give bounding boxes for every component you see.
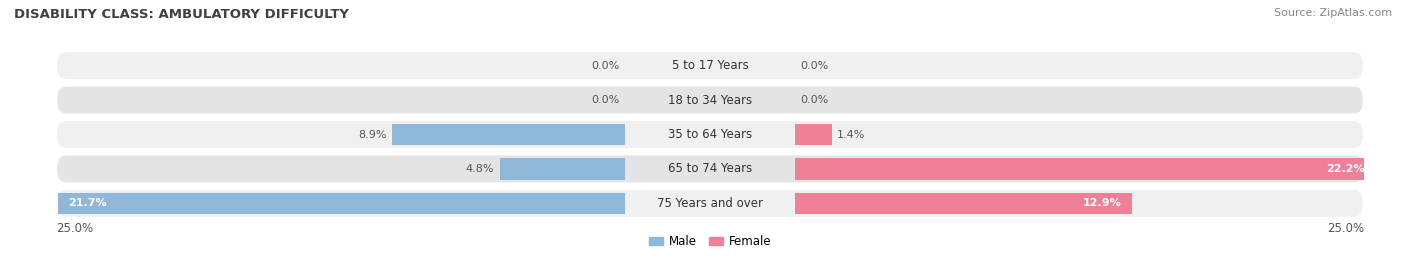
Text: 0.0%: 0.0%	[800, 95, 828, 105]
Text: 22.2%: 22.2%	[1326, 164, 1365, 174]
FancyBboxPatch shape	[56, 189, 1364, 218]
Text: 0.0%: 0.0%	[592, 95, 620, 105]
Text: DISABILITY CLASS: AMBULATORY DIFFICULTY: DISABILITY CLASS: AMBULATORY DIFFICULTY	[14, 8, 349, 21]
Text: 0.0%: 0.0%	[800, 61, 828, 71]
Text: 1.4%: 1.4%	[837, 129, 865, 140]
Bar	[794, 193, 1132, 214]
Bar	[499, 158, 626, 180]
Bar	[794, 158, 1375, 180]
Text: 35 to 64 Years: 35 to 64 Years	[668, 128, 752, 141]
Text: 4.8%: 4.8%	[465, 164, 495, 174]
Text: 18 to 34 Years: 18 to 34 Years	[668, 94, 752, 107]
Bar	[58, 193, 626, 214]
Text: Source: ZipAtlas.com: Source: ZipAtlas.com	[1274, 8, 1392, 18]
Legend: Male, Female: Male, Female	[644, 230, 776, 253]
Bar	[794, 124, 831, 145]
Text: 12.9%: 12.9%	[1083, 198, 1122, 208]
Text: 0.0%: 0.0%	[592, 61, 620, 71]
FancyBboxPatch shape	[56, 51, 1364, 80]
FancyBboxPatch shape	[56, 86, 1364, 115]
Text: 75 Years and over: 75 Years and over	[657, 197, 763, 210]
Text: 65 to 74 Years: 65 to 74 Years	[668, 162, 752, 175]
Text: 25.0%: 25.0%	[1327, 222, 1364, 235]
Bar	[392, 124, 626, 145]
Text: 25.0%: 25.0%	[56, 222, 93, 235]
Text: 21.7%: 21.7%	[67, 198, 107, 208]
Text: 8.9%: 8.9%	[359, 129, 387, 140]
Text: 5 to 17 Years: 5 to 17 Years	[672, 59, 748, 72]
FancyBboxPatch shape	[56, 154, 1364, 183]
FancyBboxPatch shape	[56, 120, 1364, 149]
